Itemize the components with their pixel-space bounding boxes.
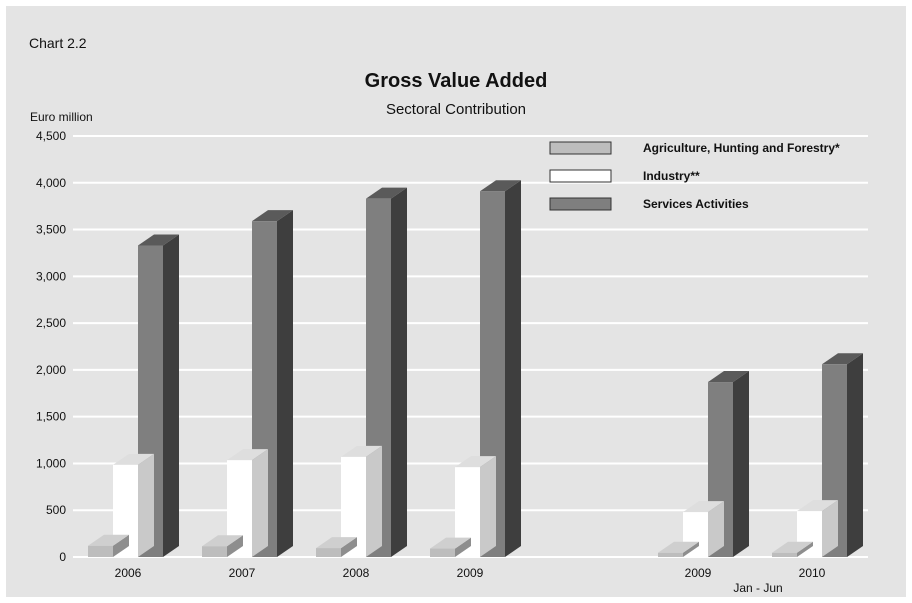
legend-swatch [549,141,612,155]
legend-swatch [549,169,612,183]
y-tick-label: 3,000 [36,269,66,283]
industry-bar-top [683,501,724,513]
y-tick-label: 1,000 [36,456,66,470]
x-tick-label: 2006 [115,566,142,580]
agriculture-bar-top [88,534,129,546]
services-bar-side [847,353,863,557]
y-tick-label: 2,500 [36,316,66,330]
services-bar-side [277,210,293,557]
y-tick-label: 3,500 [36,223,66,237]
agriculture-bar [316,548,341,557]
x-tick-label: 2009 [685,566,712,580]
y-tick-label: 4,000 [36,176,66,190]
chart-label: Chart 2.2 [29,35,87,51]
services-bar-top [138,234,179,246]
agriculture-bar [772,552,797,557]
agriculture-bar-top [202,535,243,547]
legend-label: Services Activities [643,197,749,211]
y-tick-label: 500 [46,503,66,517]
y-tick-label: 2,000 [36,363,66,377]
services-bar-top [822,353,863,365]
legend-label: Agriculture, Hunting and Forestry* [643,141,840,155]
legend-label: Industry** [643,169,700,183]
y-tick-label: 1,500 [36,410,66,424]
services-bar-side [163,234,179,557]
industry-bar-top [455,456,496,468]
services-bar-top [252,210,293,222]
agriculture-bar-side [683,541,699,557]
agriculture-bar-side [113,534,129,557]
y-tick-label: 4,500 [36,129,66,143]
y-axis-unit: Euro million [30,110,93,124]
agriculture-bar-top [316,537,357,549]
services-bar-side [733,371,749,557]
x-tick-label: 2007 [229,566,256,580]
services-bar-side [391,187,407,557]
agriculture-bar [430,548,455,557]
x-tick-label: 2008 [343,566,370,580]
period-footnote: Jan - Jun [733,581,783,595]
agriculture-bar-side [797,541,813,557]
agriculture-bar-top [658,541,699,553]
services-bar-top [708,371,749,383]
agriculture-bar-top [772,541,813,553]
services-bar-top [366,187,407,199]
chart-title: Gross Value Added [364,70,548,92]
industry-bar-side [708,501,724,557]
agriculture-bar-side [227,535,243,557]
agriculture-bar-top [430,537,471,549]
industry-bar-top [113,453,154,465]
services-bar-top [480,180,521,192]
industry-bar-side [822,500,838,557]
x-tick-label: 2010 [799,566,826,580]
agriculture-bar-side [341,537,357,557]
industry-bar-top [341,445,382,457]
agriculture-bar-side [455,537,471,557]
agriculture-bar [88,545,113,557]
agriculture-bar [658,552,683,557]
industry-bar-top [227,449,268,461]
services-bar-side [505,180,521,557]
industry-bar-side [138,453,154,557]
y-tick-label: 0 [59,550,66,564]
agriculture-bar [202,546,227,557]
industry-bar-side [252,449,268,557]
chart-subtitle: Sectoral Contribution [385,101,527,118]
x-tick-label: 2009 [457,566,484,580]
industry-bar-top [797,500,838,512]
legend-swatch [549,197,612,211]
industry-bar-side [480,456,496,557]
industry-bar-side [366,445,382,557]
